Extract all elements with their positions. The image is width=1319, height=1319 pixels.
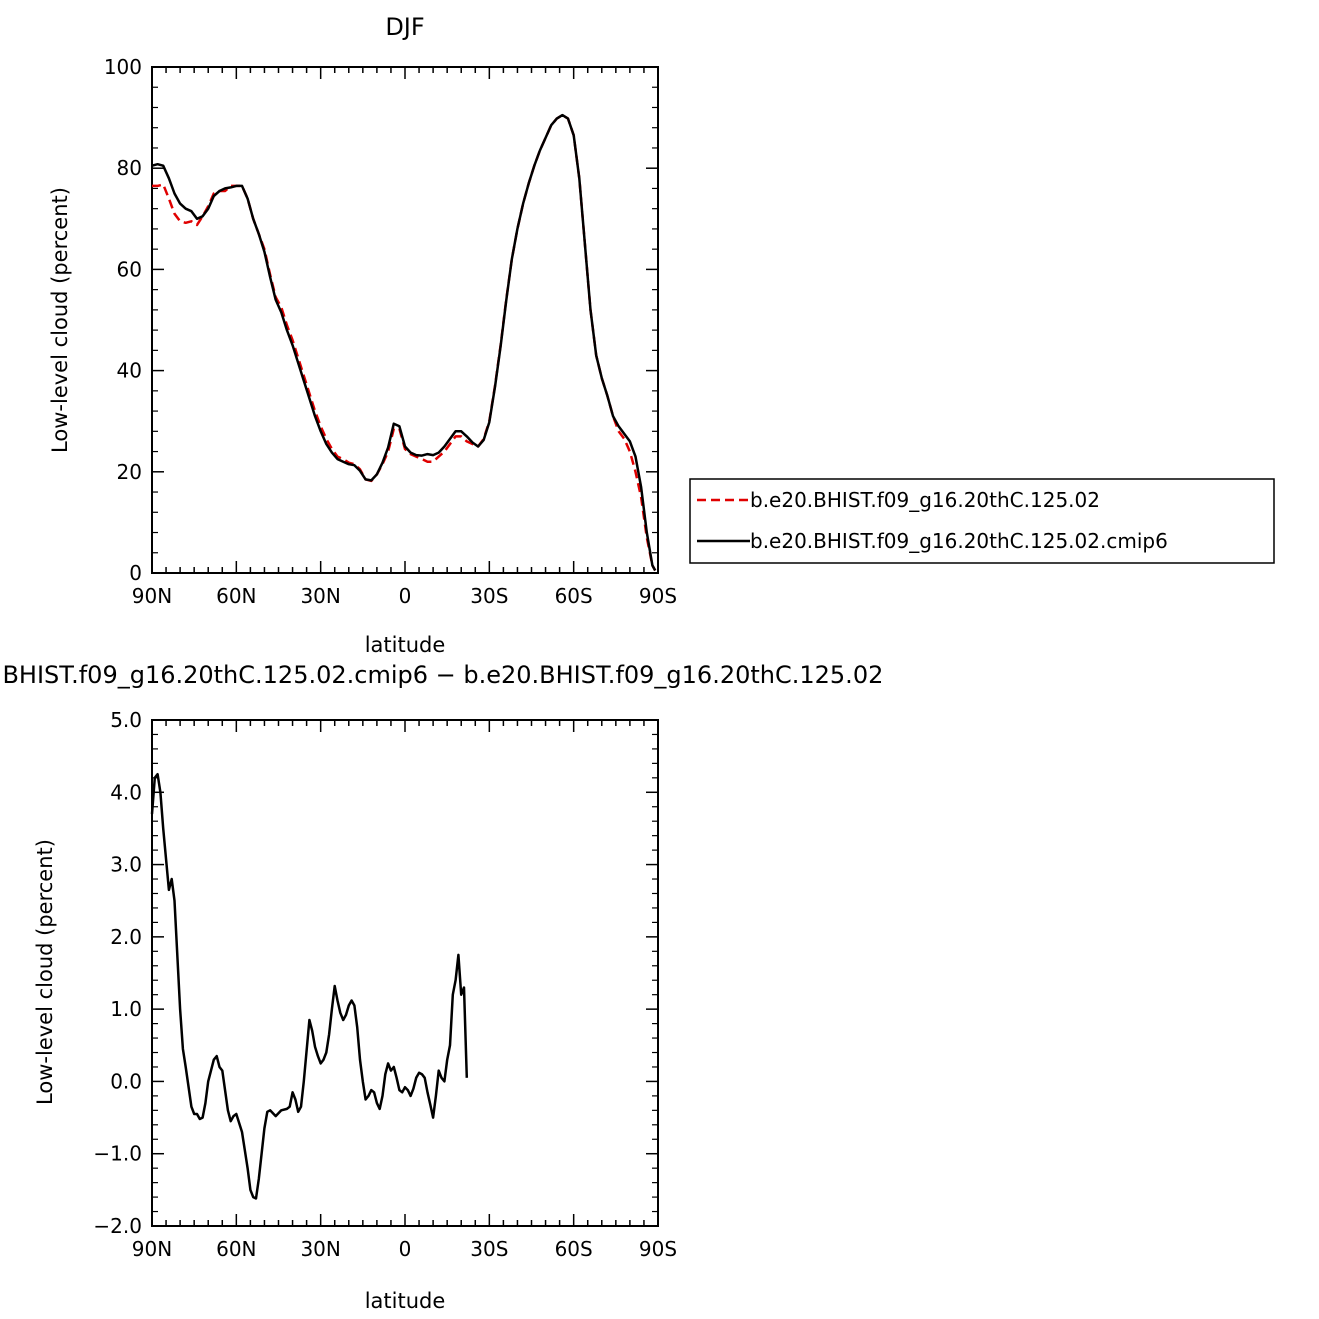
bottom-y-tick-label: 4.0 xyxy=(110,780,142,804)
bottom-chart: b.e20.BHIST.f09_g16.20thC.125.02.cmip6 −… xyxy=(0,661,883,1313)
top-x-tick-label: 60N xyxy=(216,584,256,608)
bottom-y-tick-label: 0.0 xyxy=(110,1069,142,1093)
bottom-y-tick-label: −1.0 xyxy=(93,1142,142,1166)
bottom-series-line-1 xyxy=(150,772,469,1200)
top-chart-series xyxy=(151,113,657,572)
legend-entry-series-2: b.e20.BHIST.f09_g16.20thC.125.02.cmip6 xyxy=(750,529,1168,553)
top-y-tick-label: 100 xyxy=(104,55,142,79)
top-series-line-2 xyxy=(151,113,657,572)
bottom-chart-axes: 90N 60N 30N 0 30S 60S 90S −2.0 −1.0 0.0 1.0 2.0 3.0 4… xyxy=(93,708,677,1261)
top-chart-xlabel: latitude xyxy=(365,633,446,657)
top-y-tick-label: 60 xyxy=(117,257,142,281)
bottom-y-tick-label: 3.0 xyxy=(110,853,142,877)
top-chart-axes: 90N 60N 30N 0 30S 60S 90S 0 20 40 60 80 100 xyxy=(104,55,677,608)
top-chart-legend: b.e20.BHIST.f09_g16.20thC.125.02 b.e20.B… xyxy=(689,478,1275,564)
top-chart: DJF 90N 60N 30N 0 30S 60S 90S 0 20 40 60 80 100 lati… xyxy=(48,13,1275,657)
legend-box xyxy=(689,478,1275,564)
top-y-tick-label: 40 xyxy=(117,359,142,383)
bottom-chart-title: b.e20.BHIST.f09_g16.20thC.125.02.cmip6 −… xyxy=(0,661,883,689)
top-plot-frame xyxy=(151,66,659,574)
bottom-x-tick-label: 0 xyxy=(399,1237,412,1261)
top-y-tick-label: 0 xyxy=(129,561,142,585)
top-x-tick-label: 30N xyxy=(300,584,340,608)
top-x-tick-label: 60S xyxy=(555,584,593,608)
bottom-x-tick-label: 60S xyxy=(555,1237,593,1261)
top-y-tick-label: 20 xyxy=(117,460,142,484)
bottom-x-tick-label: 90N xyxy=(132,1237,172,1261)
bottom-y-tick-label: 5.0 xyxy=(110,708,142,732)
bottom-x-tick-label: 30N xyxy=(300,1237,340,1261)
bottom-chart-ylabel: Low-level cloud (percent) xyxy=(33,839,57,1105)
top-x-tick-label: 90S xyxy=(639,584,677,608)
top-chart-title: DJF xyxy=(385,13,424,41)
bottom-x-tick-label: 30S xyxy=(470,1237,508,1261)
bottom-y-tick-label: −2.0 xyxy=(93,1214,142,1238)
bottom-chart-xlabel: latitude xyxy=(365,1289,446,1313)
top-chart-ylabel: Low-level cloud (percent) xyxy=(48,187,72,453)
bottom-x-tick-label: 60N xyxy=(216,1237,256,1261)
bottom-x-tick-label: 90S xyxy=(639,1237,677,1261)
legend-entry-series-1: b.e20.BHIST.f09_g16.20thC.125.02 xyxy=(750,488,1100,512)
bottom-plot-frame xyxy=(151,719,659,1227)
bottom-y-tick-label: 1.0 xyxy=(110,997,142,1021)
top-y-tick-label: 80 xyxy=(117,156,142,180)
top-x-tick-label: 30S xyxy=(470,584,508,608)
bottom-y-tick-label: 2.0 xyxy=(110,925,142,949)
top-x-tick-label: 0 xyxy=(399,584,412,608)
top-x-tick-label: 90N xyxy=(132,584,172,608)
bottom-chart-series xyxy=(150,772,469,1200)
